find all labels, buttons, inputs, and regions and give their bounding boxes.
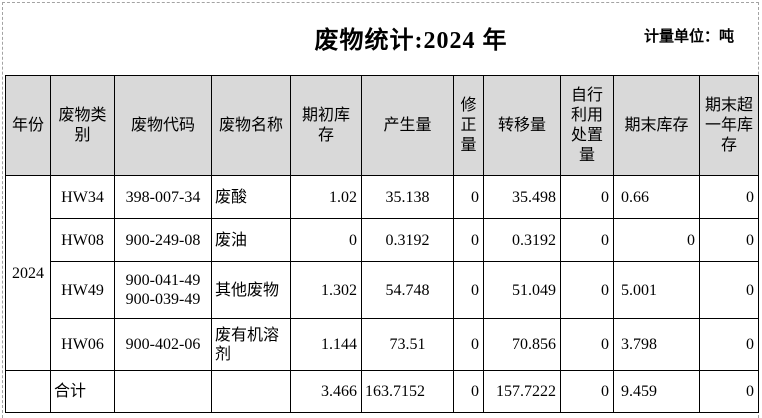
cell-code: 900-249-08 (114, 218, 212, 262)
cell-self-disposal: 0 (560, 175, 614, 219)
cell-generated: 0.3192 (361, 218, 454, 262)
unit-label: 计量单位：吨 (643, 29, 734, 45)
total-row: 合计 3.466 163.7152 0 157.7222 0 9.459 0 (5, 370, 759, 413)
cell-self-disposal: 0 (560, 218, 614, 262)
cell-correction: 0 (453, 175, 484, 219)
table-row: 2024 HW34 398-007-34 废酸 1.02 35.138 0 35… (5, 175, 759, 371)
col-header-category: 废物类 别 (50, 75, 115, 176)
cell-opening-stock: 1.02 (290, 175, 362, 219)
col-header-opening-stock: 期初库 存 (290, 75, 362, 176)
table-row: HW08 900-249-08 废油 0 0.3192 0 0.3192 0 0… (6, 218, 759, 262)
col-header-year: 年份 (5, 75, 51, 176)
cell-category: HW34 (50, 175, 115, 219)
report-title: 废物统计:2024 年 (314, 28, 508, 54)
cell-name: 废油 (211, 218, 291, 262)
report-header: 废物统计:2024 年 计量单位：吨 (0, 0, 762, 73)
cell-opening-stock: 0 (290, 218, 362, 262)
col-header-correction: 修 正 量 (453, 75, 484, 176)
cell-total-label: 合计 (50, 370, 115, 413)
cell-correction: 0 (453, 261, 484, 319)
cell-code: 900-402-06 (114, 318, 212, 371)
cell-generated: 163.7152 (361, 370, 454, 413)
cell-closing-stock: 0.66 (613, 175, 700, 219)
col-header-over-year-stock: 期末超 一年库 存 (699, 75, 759, 176)
cell-opening-stock: 1.144 (290, 318, 362, 371)
table-header-row: 年份 废物类 别 废物代码 废物名称 期初库 存 产生量 修 正 量 转移量 自… (5, 75, 759, 176)
cell-correction: 0 (453, 370, 484, 413)
cell-category: HW49 (50, 261, 115, 319)
cell-over-year-stock: 0 (699, 175, 759, 219)
cell-over-year-stock: 0 (699, 261, 759, 319)
cell-generated: 73.51 (361, 318, 454, 371)
cell-generated: 54.748 (361, 261, 454, 319)
cell-transferred: 51.049 (483, 261, 561, 319)
cell-year: 2024 (5, 175, 51, 371)
cell-transferred: 70.856 (483, 318, 561, 371)
col-header-code: 废物代码 (114, 75, 212, 176)
waste-stats-table: 年份 废物类 别 废物代码 废物名称 期初库 存 产生量 修 正 量 转移量 自… (5, 75, 759, 413)
cell-transferred: 0.3192 (483, 218, 561, 262)
cell-name: 其他废物 (211, 261, 291, 319)
cell-closing-stock: 9.459 (613, 370, 700, 413)
cell-over-year-stock: 0 (699, 218, 759, 262)
cell-opening-stock: 1.302 (290, 261, 362, 319)
cell-year-empty (5, 370, 51, 413)
col-header-name: 废物名称 (211, 75, 291, 176)
cell-self-disposal: 0 (560, 318, 614, 371)
col-header-closing-stock: 期末库存 (613, 75, 700, 176)
col-header-self-disposal: 自行 利用 处置 量 (560, 75, 614, 176)
table-row: HW06 900-402-06 废有机溶剂 1.144 73.51 0 70.8… (6, 318, 759, 371)
table-row: HW49 900-041-49 900-039-49 其他废物 1.302 54… (6, 261, 759, 319)
cell-opening-stock: 3.466 (290, 370, 362, 413)
cell-name: 废有机溶剂 (211, 318, 291, 371)
cell-category: HW08 (50, 218, 115, 262)
col-header-generated: 产生量 (361, 75, 454, 176)
cell-over-year-stock: 0 (699, 318, 759, 371)
cell-correction: 0 (453, 318, 484, 371)
cell-generated: 35.138 (361, 175, 454, 219)
cell-over-year-stock: 0 (699, 370, 759, 413)
cell-correction: 0 (453, 218, 484, 262)
cell-code: 398-007-34 (114, 175, 212, 219)
cell-transferred: 35.498 (483, 175, 561, 219)
cell-closing-stock: 3.798 (613, 318, 700, 371)
cell-name-empty (211, 370, 291, 413)
cell-transferred: 157.7222 (483, 370, 561, 413)
cell-category: HW06 (50, 318, 115, 371)
cell-closing-stock: 0 (613, 218, 700, 262)
cell-self-disposal: 0 (560, 261, 614, 319)
cell-self-disposal: 0 (560, 370, 614, 413)
cell-name: 废酸 (211, 175, 291, 219)
cell-code-empty (114, 370, 212, 413)
col-header-transfer: 转移量 (483, 75, 561, 176)
cell-closing-stock: 5.001 (613, 261, 700, 319)
cell-code: 900-041-49 900-039-49 (114, 261, 212, 319)
